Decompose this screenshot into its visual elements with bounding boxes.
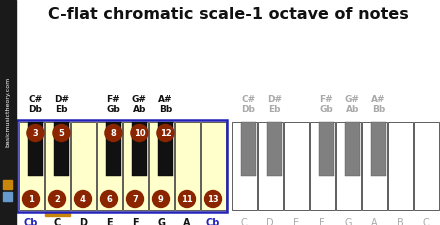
Bar	[0, 0, 16, 225]
Bar	[17, 120, 227, 212]
Text: 13: 13	[207, 194, 219, 203]
Bar	[267, 122, 282, 176]
Text: C#: C#	[242, 95, 256, 104]
Text: F: F	[319, 218, 325, 225]
Bar	[362, 122, 386, 210]
Bar	[3, 192, 12, 201]
Circle shape	[22, 191, 40, 207]
Bar	[158, 122, 173, 176]
Bar	[70, 122, 95, 210]
Circle shape	[74, 191, 92, 207]
Circle shape	[105, 124, 122, 142]
Bar	[309, 122, 334, 210]
Circle shape	[205, 191, 221, 207]
Text: E: E	[106, 218, 112, 225]
Bar	[96, 122, 121, 210]
Bar	[17, 120, 227, 212]
Bar	[201, 122, 225, 210]
Text: D: D	[79, 218, 87, 225]
Text: E: E	[293, 218, 299, 225]
Text: 9: 9	[158, 194, 164, 203]
Text: A: A	[183, 218, 191, 225]
Bar	[132, 122, 147, 176]
Text: G#: G#	[345, 95, 360, 104]
Text: C: C	[241, 218, 247, 225]
Circle shape	[131, 124, 148, 142]
Text: C: C	[423, 218, 429, 225]
Text: Gb: Gb	[319, 105, 333, 114]
Bar	[122, 122, 147, 210]
Text: 11: 11	[181, 194, 193, 203]
Text: basicmusictheory.com: basicmusictheory.com	[5, 77, 11, 147]
Bar	[44, 212, 70, 216]
Circle shape	[48, 191, 66, 207]
Text: A#: A#	[158, 95, 172, 104]
Bar	[371, 122, 386, 176]
Text: C-flat chromatic scale-1 octave of notes: C-flat chromatic scale-1 octave of notes	[48, 7, 408, 22]
Circle shape	[27, 124, 44, 142]
Text: Eb: Eb	[268, 105, 281, 114]
Text: Gb: Gb	[106, 105, 120, 114]
Bar	[335, 122, 360, 210]
Text: Db: Db	[242, 105, 255, 114]
Text: Ab: Ab	[133, 105, 146, 114]
Text: Cb: Cb	[206, 218, 220, 225]
Text: A: A	[370, 218, 378, 225]
Text: G: G	[344, 218, 352, 225]
Bar	[148, 122, 173, 210]
Bar	[257, 122, 282, 210]
Text: 3: 3	[33, 128, 38, 137]
Text: 6: 6	[106, 194, 112, 203]
Bar	[231, 122, 257, 210]
Text: 5: 5	[59, 128, 64, 137]
Text: 10: 10	[134, 128, 145, 137]
Text: 1: 1	[28, 194, 34, 203]
Bar	[388, 122, 413, 210]
Text: Eb: Eb	[55, 105, 68, 114]
Text: Cb: Cb	[24, 218, 38, 225]
Bar	[106, 122, 121, 176]
Text: F#: F#	[106, 95, 120, 104]
Text: D#: D#	[267, 95, 282, 104]
Circle shape	[127, 191, 143, 207]
Text: Ab: Ab	[346, 105, 359, 114]
Bar	[319, 122, 334, 176]
Bar	[18, 122, 44, 210]
Text: C#: C#	[28, 95, 43, 104]
Text: C: C	[53, 218, 61, 225]
Text: Bb: Bb	[159, 105, 172, 114]
Text: G#: G#	[132, 95, 147, 104]
Text: F#: F#	[319, 95, 333, 104]
Bar	[241, 122, 256, 176]
Circle shape	[157, 124, 174, 142]
Bar	[283, 122, 308, 210]
Bar	[44, 122, 70, 210]
Text: 4: 4	[80, 194, 86, 203]
Circle shape	[153, 191, 169, 207]
Text: A#: A#	[371, 95, 386, 104]
Text: Db: Db	[29, 105, 42, 114]
Bar	[345, 122, 360, 176]
Text: F: F	[132, 218, 138, 225]
Circle shape	[53, 124, 70, 142]
Bar	[175, 122, 199, 210]
Bar	[28, 122, 43, 176]
Circle shape	[100, 191, 117, 207]
Text: D: D	[266, 218, 274, 225]
Text: 12: 12	[160, 128, 171, 137]
Text: 7: 7	[132, 194, 138, 203]
Bar	[3, 180, 12, 189]
Text: 2: 2	[54, 194, 60, 203]
Text: G: G	[157, 218, 165, 225]
Bar	[414, 122, 439, 210]
Text: D#: D#	[54, 95, 69, 104]
Text: 8: 8	[110, 128, 116, 137]
Circle shape	[179, 191, 195, 207]
Bar	[54, 122, 69, 176]
Text: Bb: Bb	[372, 105, 385, 114]
Text: B: B	[396, 218, 403, 225]
